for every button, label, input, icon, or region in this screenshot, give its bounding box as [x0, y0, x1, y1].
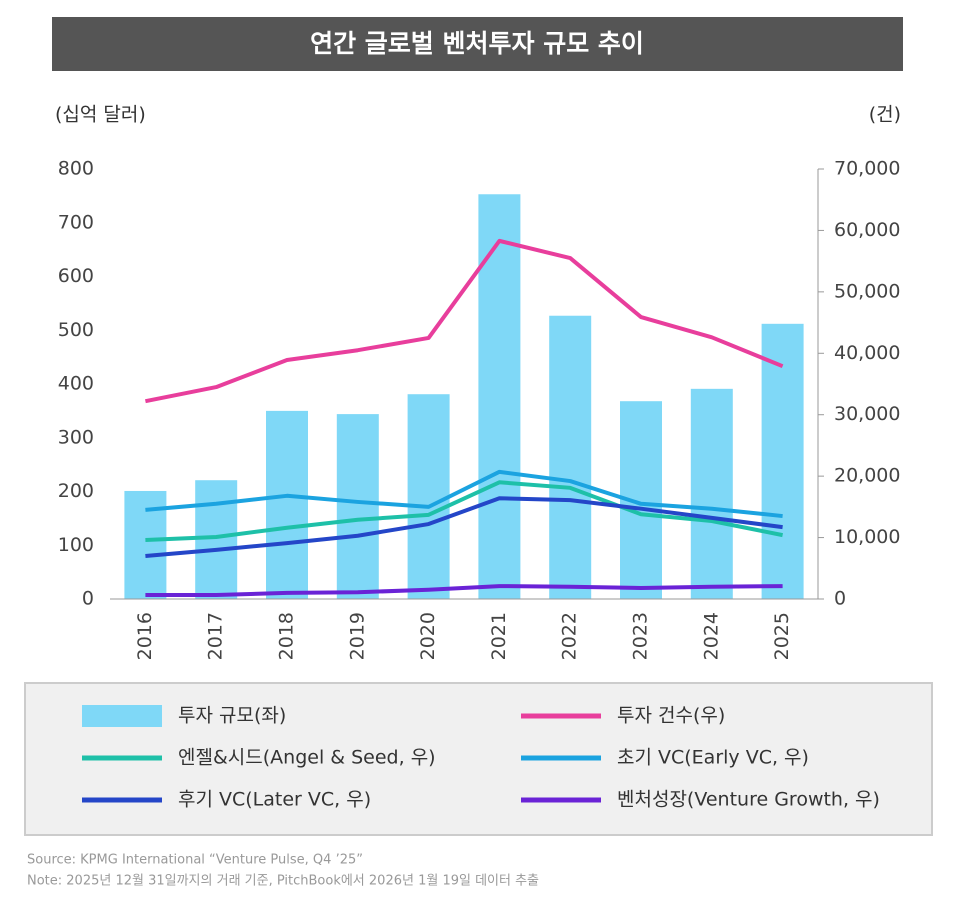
- x-tick-label: 2019: [346, 612, 368, 660]
- bar: [336, 414, 379, 599]
- legend-box: [24, 682, 933, 836]
- bar: [761, 323, 804, 599]
- y-tick-label: 500: [58, 319, 94, 341]
- legend-swatch: [82, 705, 162, 727]
- y-tick-label: 400: [58, 373, 94, 395]
- bar: [478, 194, 521, 599]
- legend-label: 후기 VC(Later VC, 우): [178, 789, 371, 811]
- y-tick-label: 300: [58, 426, 94, 448]
- x-tick-label: 2022: [559, 612, 581, 660]
- y2-tick-label: 0: [834, 588, 846, 610]
- y2-tick-label: 20,000: [834, 465, 900, 487]
- y2-tick-label: 10,000: [834, 526, 900, 548]
- y2-tick-label: 40,000: [834, 342, 900, 364]
- y-tick-label: 100: [58, 534, 94, 556]
- x-tick-label: 2023: [630, 612, 652, 660]
- x-tick-label: 2025: [771, 612, 793, 660]
- y-tick-label: 600: [58, 265, 94, 287]
- y-tick-label: 700: [58, 211, 94, 233]
- y2-tick-label: 30,000: [834, 403, 900, 425]
- legend-label: 벤처성장(Venture Growth, 우): [617, 789, 880, 811]
- x-tick-label: 2016: [134, 612, 156, 660]
- bar: [195, 480, 238, 599]
- bar: [549, 315, 592, 599]
- y-axis-label: (십억 달러): [55, 104, 146, 126]
- line: [145, 584, 783, 598]
- x-tick-label: 2017: [205, 612, 227, 660]
- y2-tick-label: 70,000: [834, 158, 900, 180]
- y2-axis-label: (건): [869, 104, 901, 126]
- line: [145, 469, 783, 519]
- note: Note: 2025년 12월 31일까지의 거래 기준, PitchBook에…: [27, 874, 539, 889]
- line: [145, 238, 784, 404]
- x-tick-label: 2018: [276, 612, 298, 660]
- legend-label: 투자 규모(좌): [178, 705, 286, 727]
- y2-tick-label: 60,000: [834, 219, 900, 241]
- y-tick-label: 200: [58, 480, 94, 502]
- x-tick-label: 2024: [700, 612, 722, 660]
- title-bar: [52, 17, 903, 71]
- bar: [407, 394, 450, 599]
- y-tick-label: 800: [58, 158, 94, 180]
- x-tick-label: 2020: [417, 612, 439, 660]
- y-tick-label: 0: [82, 588, 94, 610]
- bar: [690, 388, 733, 599]
- legend-label: 초기 VC(Early VC, 우): [617, 747, 809, 769]
- bar: [266, 410, 308, 599]
- source-note: Source: KPMG International “Venture Puls…: [27, 853, 363, 868]
- legend-label: 투자 건수(우): [617, 705, 725, 727]
- chart-title: 연간 글로벌 벤처투자 규모 추이: [310, 29, 644, 58]
- legend-label: 엔젤&시드(Angel & Seed, 우): [178, 747, 436, 769]
- line: [145, 480, 783, 543]
- y2-tick-label: 50,000: [834, 280, 900, 302]
- x-tick-label: 2021: [488, 612, 510, 660]
- line: [145, 496, 783, 558]
